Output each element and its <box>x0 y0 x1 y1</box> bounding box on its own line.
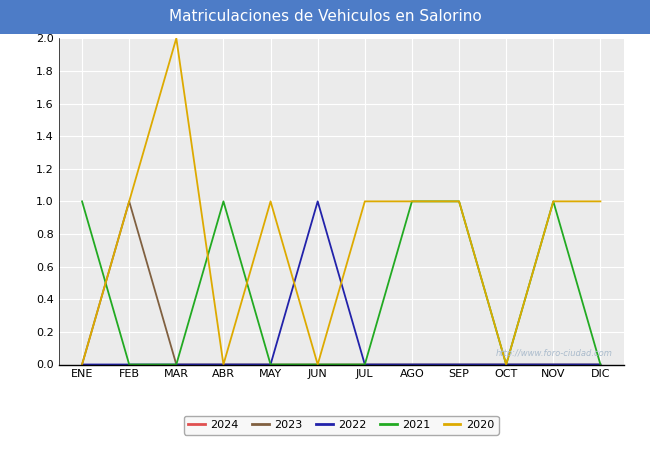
Legend: 2024, 2023, 2022, 2021, 2020: 2024, 2023, 2022, 2021, 2020 <box>184 416 499 435</box>
Text: http://www.foro-ciudad.com: http://www.foro-ciudad.com <box>496 349 613 358</box>
Text: Matriculaciones de Vehiculos en Salorino: Matriculaciones de Vehiculos en Salorino <box>168 9 482 24</box>
